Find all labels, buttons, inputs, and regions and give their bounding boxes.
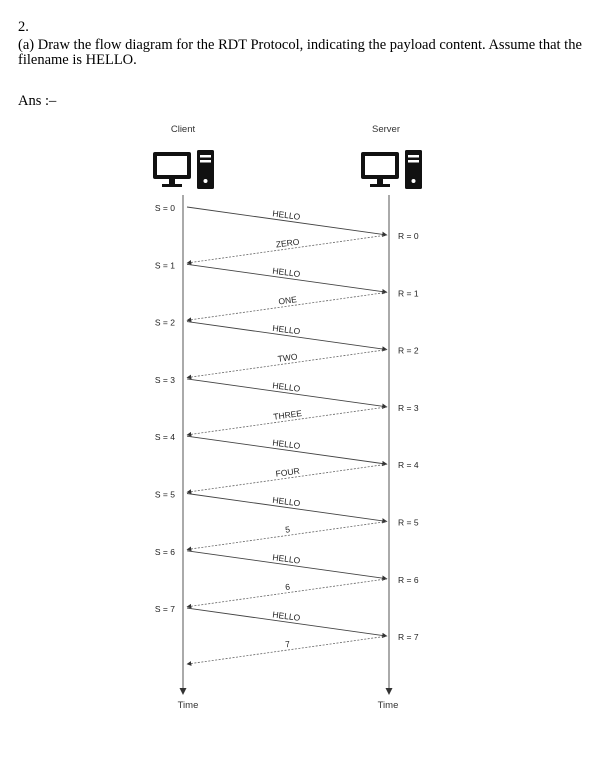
receiver-state-label: R = 7 [398,632,419,642]
client-time-arrow [179,688,187,695]
server-computer-icon [361,150,422,189]
ack-payload-label: 6 [285,582,291,593]
data-payload-label: HELLO [272,609,301,623]
ack-packet-arrow [186,578,388,609]
question-text: (a) Draw the flow diagram for the RDT Pr… [18,37,582,68]
ack-packet-arrow [186,406,388,437]
ack-packet-arrow [186,234,388,265]
data-payload-label: HELLO [272,266,301,280]
sender-state-label: S = 0 [155,203,175,213]
ack-packet-arrow [186,635,388,666]
sender-state-label: S = 7 [155,604,175,614]
data-packet-arrow [186,206,388,238]
receiver-state-label: R = 0 [398,231,419,241]
data-payload-label: HELLO [272,437,301,451]
data-packet-arrow [186,321,388,352]
data-payload-label: HELLO [272,495,301,509]
data-payload-label: HELLO [272,552,301,566]
server-time-label: Time [378,700,399,711]
ack-payload-label: 5 [285,524,291,535]
client-time-label: Time [178,700,199,711]
receiver-state-label: R = 4 [398,460,419,470]
server-label: Server [372,124,400,135]
ack-packet-arrow [186,521,388,552]
sender-state-label: S = 6 [155,547,175,557]
data-packet-arrow [186,493,388,524]
question-number: 2. [18,19,29,35]
sender-state-label: S = 1 [155,260,175,270]
ack-payload-label: 7 [285,639,291,650]
client-computer-icon [153,150,214,189]
message-exchanges: S = 0 HELLO R = 0 ZERO S = 1 HELLO R = 1 ONE S =… [155,203,419,666]
sender-state-label: S = 4 [155,432,175,442]
ack-payload-label: TWO [277,351,298,364]
server-time-arrow [385,688,393,695]
receiver-state-label: R = 5 [398,518,419,528]
data-packet-arrow [186,378,388,409]
ack-packet-arrow [186,349,388,380]
receiver-state-label: R = 3 [398,403,419,413]
data-payload-label: HELLO [272,323,301,337]
data-payload-label: HELLO [272,208,301,222]
ack-payload-label: ONE [278,294,298,306]
data-packet-arrow [186,550,388,581]
ack-payload-label: FOUR [275,466,300,479]
ack-packet-arrow [186,463,388,494]
sender-state-label: S = 2 [155,318,175,328]
client-label: Client [171,124,196,135]
receiver-state-label: R = 2 [398,346,419,356]
data-payload-label: HELLO [272,380,301,394]
ack-packet-arrow [186,291,388,323]
data-packet-arrow [186,263,388,295]
answer-label: Ans :– [18,93,57,109]
ack-payload-label: THREE [273,408,303,422]
sender-state-label: S = 5 [155,490,175,500]
sender-state-label: S = 3 [155,375,175,385]
receiver-state-label: R = 1 [398,288,419,298]
data-packet-arrow [186,435,388,467]
ack-payload-label: ZERO [275,236,300,249]
data-packet-arrow [186,607,388,639]
receiver-state-label: R = 6 [398,575,419,585]
